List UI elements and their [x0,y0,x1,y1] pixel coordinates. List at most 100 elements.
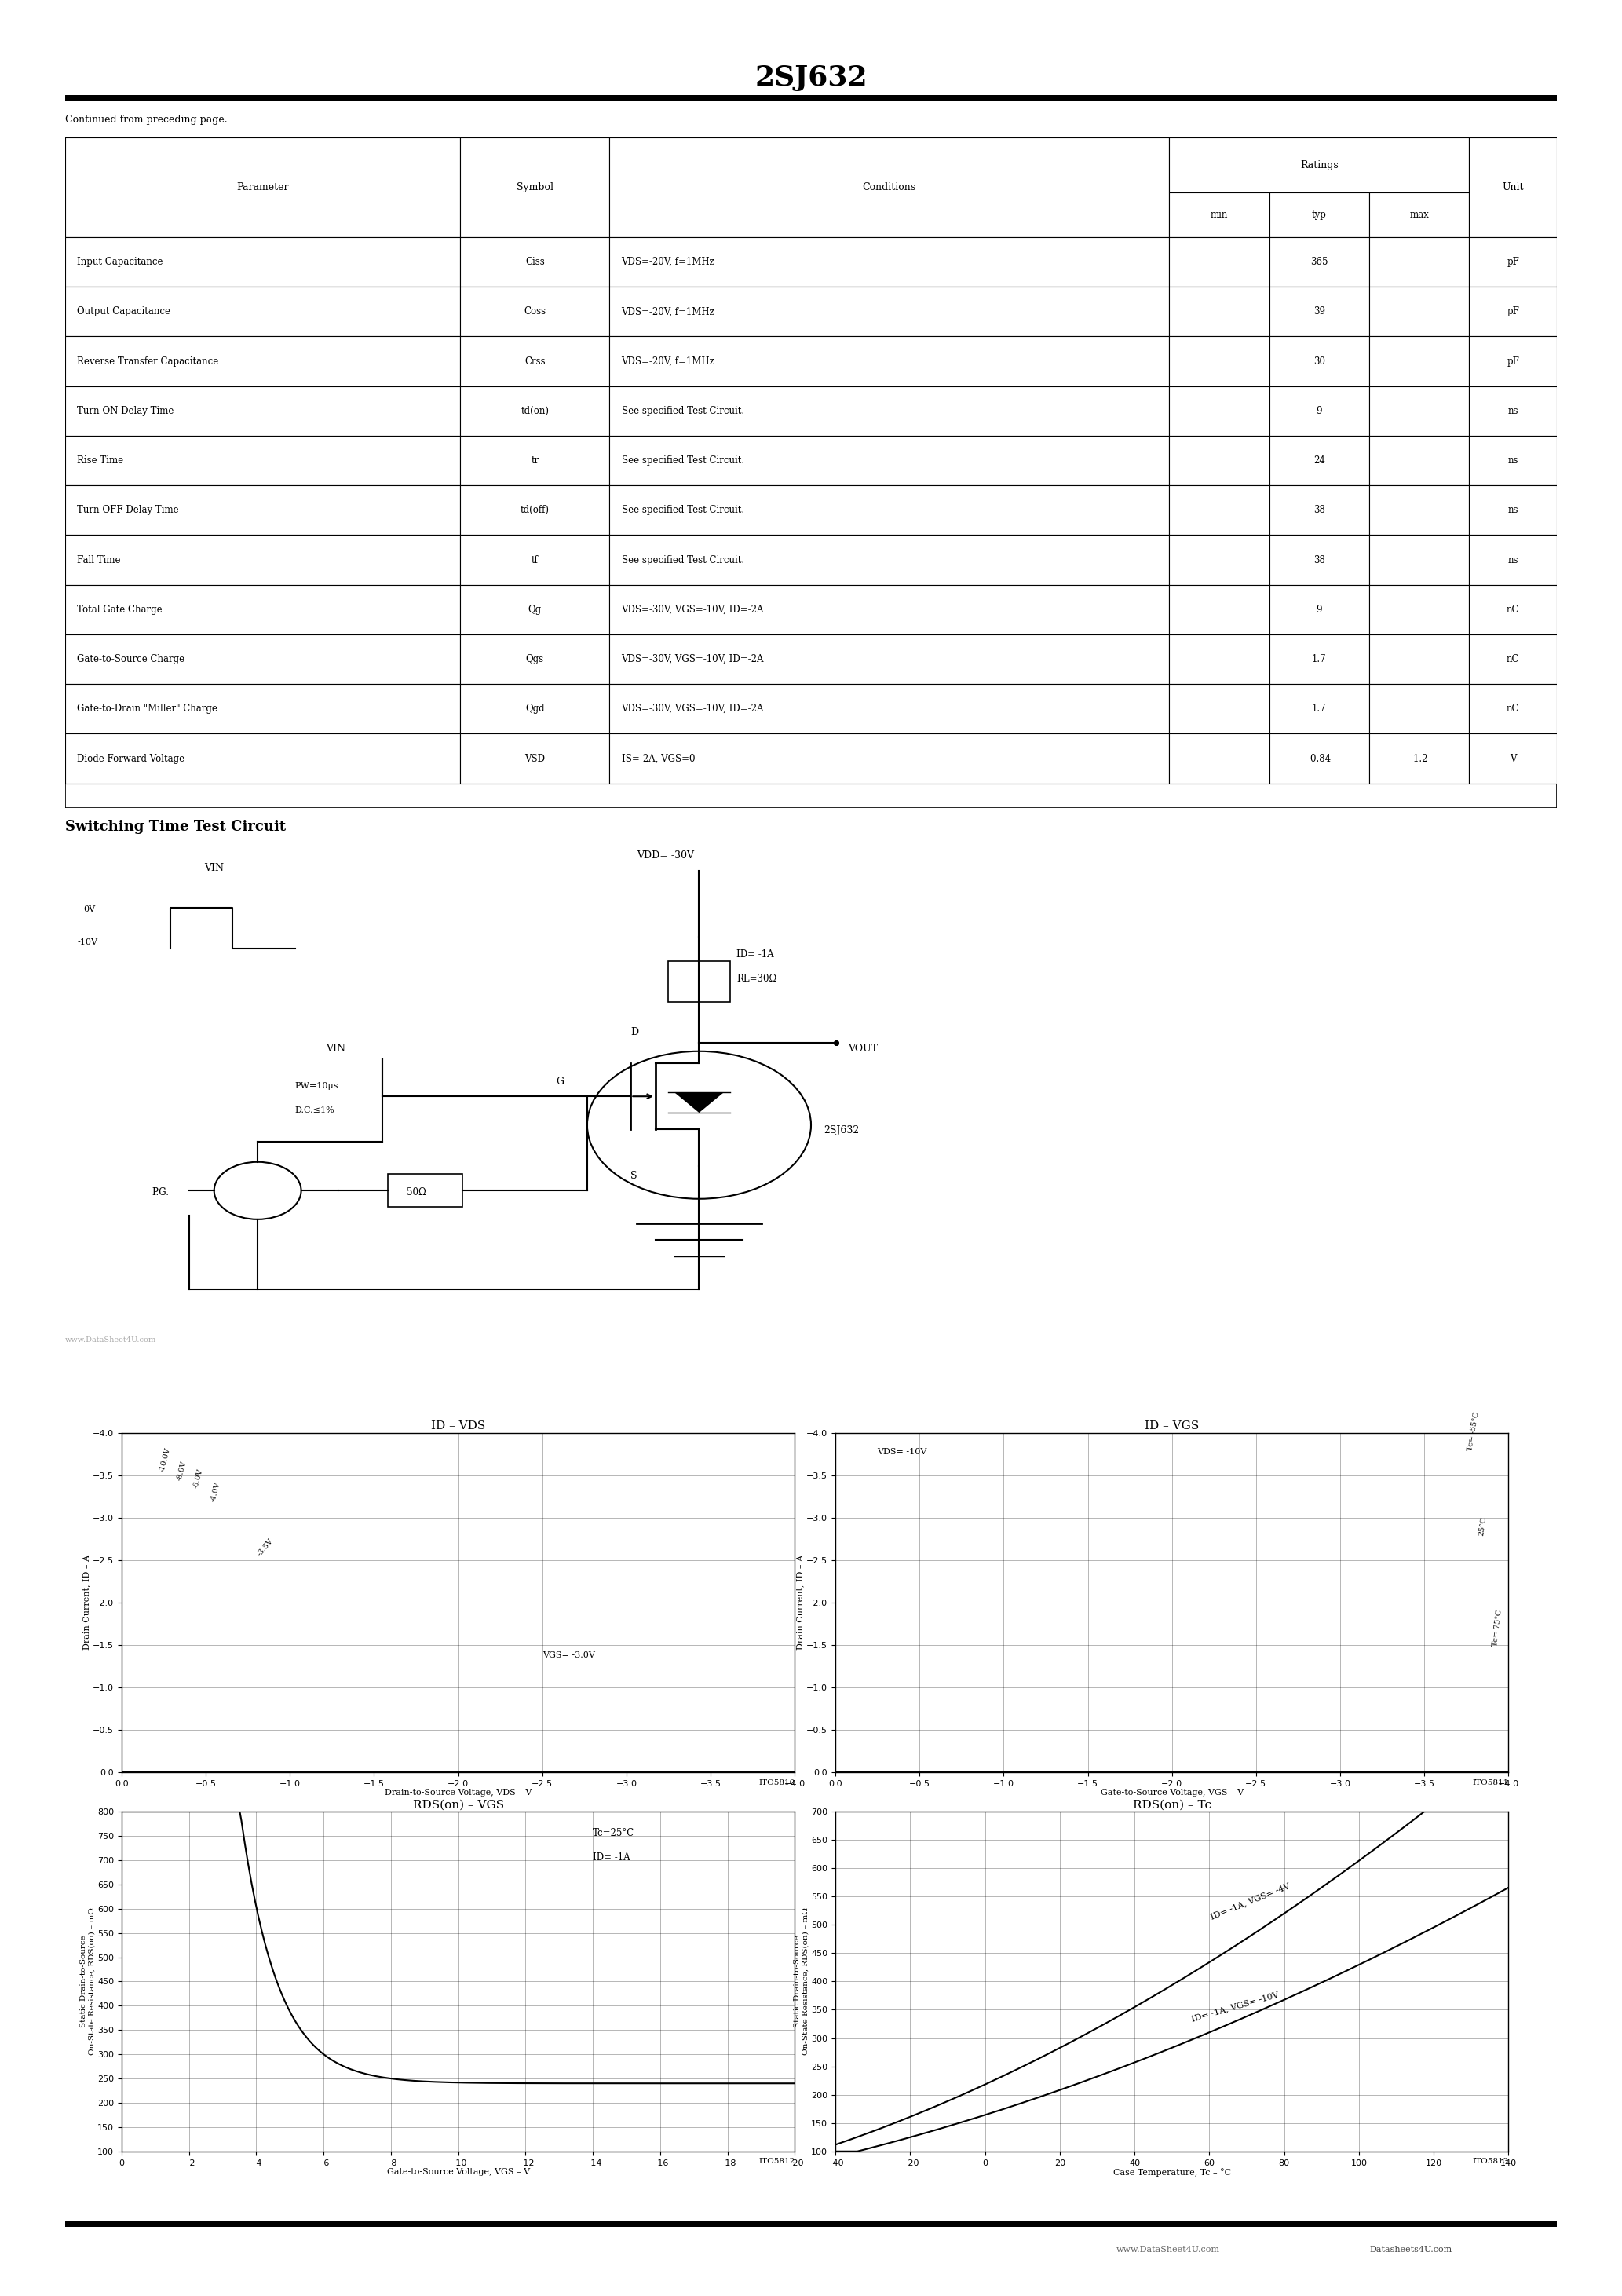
Text: min: min [1210,209,1228,220]
Text: -8.0V: -8.0V [175,1460,188,1481]
Text: tr: tr [530,455,539,466]
Bar [1470,484,1557,535]
Bar [1369,535,1470,585]
Text: 365: 365 [1311,257,1328,266]
Bar [461,484,610,535]
Bar [1470,436,1557,484]
Bar [1268,585,1369,634]
Bar [1169,484,1268,535]
Text: ITO5812: ITO5812 [759,2158,795,2165]
Bar [1268,236,1369,287]
Text: ns: ns [1508,406,1518,416]
Bar [1268,684,1369,735]
Bar [1169,193,1268,236]
Bar [610,735,1169,783]
Text: G: G [556,1077,564,1086]
Text: D: D [631,1026,639,1038]
Text: V: V [1510,753,1517,765]
Text: See specified Test Circuit.: See specified Test Circuit. [621,455,744,466]
Text: Total Gate Charge: Total Gate Charge [76,604,162,615]
Text: VOUT: VOUT [848,1042,878,1054]
Bar [1369,735,1470,783]
Text: Continued from preceding page.: Continued from preceding page. [65,115,227,124]
Text: Qgd: Qgd [526,705,545,714]
Bar [1470,338,1557,386]
Text: Output Capacitance: Output Capacitance [76,305,170,317]
Polygon shape [675,1093,723,1114]
Bar [65,236,461,287]
Bar [1169,684,1268,735]
Text: 38: 38 [1314,505,1325,514]
Bar [610,585,1169,634]
Y-axis label: Drain Current, ID – A: Drain Current, ID – A [83,1554,91,1651]
Bar [1470,138,1557,236]
Text: pF: pF [1507,356,1520,367]
Text: Tc= -55°C: Tc= -55°C [1466,1412,1481,1451]
Bar [461,585,610,634]
Y-axis label: Drain Current, ID – A: Drain Current, ID – A [796,1554,805,1651]
Bar [1169,634,1268,684]
Text: Gate-to-Drain "Miller" Charge: Gate-to-Drain "Miller" Charge [76,705,217,714]
Text: 24: 24 [1314,455,1325,466]
Text: ns: ns [1508,505,1518,514]
Text: -1.2: -1.2 [1410,753,1427,765]
Bar [610,484,1169,535]
Text: Fall Time: Fall Time [76,556,120,565]
Y-axis label: Static Drain-to-Source
On-State Resistance, RDS(on) – mΩ: Static Drain-to-Source On-State Resistan… [793,1908,809,2055]
Text: Ciss: Ciss [526,257,545,266]
Bar [610,634,1169,684]
Text: PW=10μs: PW=10μs [295,1081,339,1091]
Text: ITO5811: ITO5811 [1473,1779,1508,1786]
Text: -6.0V: -6.0V [193,1467,204,1490]
Bar [1169,287,1268,338]
Text: Symbol: Symbol [516,181,553,193]
Text: nC: nC [1507,654,1520,664]
Y-axis label: Static Drain-to-Source
On-State Resistance, RDS(on) – mΩ: Static Drain-to-Source On-State Resistan… [79,1908,96,2055]
Text: VDD= -30V: VDD= -30V [637,852,694,861]
Bar [1369,585,1470,634]
Text: Turn-ON Delay Time: Turn-ON Delay Time [76,406,174,416]
Text: Turn-OFF Delay Time: Turn-OFF Delay Time [76,505,178,514]
Text: -10.0V: -10.0V [159,1446,172,1472]
Text: ID= -1A: ID= -1A [594,1853,631,1862]
Text: ITO5813: ITO5813 [1473,2158,1508,2165]
Bar [1268,386,1369,436]
Bar [461,138,610,236]
X-axis label: Gate-to-Source Voltage, VGS – V: Gate-to-Source Voltage, VGS – V [1100,1789,1244,1798]
Text: max: max [1410,209,1429,220]
Bar [610,535,1169,585]
Text: 30: 30 [1314,356,1325,367]
Text: ID= -1A, VGS= -4V: ID= -1A, VGS= -4V [1210,1880,1291,1922]
Bar [1369,386,1470,436]
Text: VDS=-30V, VGS=-10V, ID=-2A: VDS=-30V, VGS=-10V, ID=-2A [621,654,764,664]
Bar [610,287,1169,338]
Text: Diode Forward Voltage: Diode Forward Voltage [76,753,185,765]
Bar [610,386,1169,436]
Bar [610,138,1169,236]
Bar [461,535,610,585]
Bar [65,287,461,338]
Text: ns: ns [1508,556,1518,565]
Text: -4.0V: -4.0V [209,1481,221,1502]
Bar [388,1173,462,1208]
Bar [1369,436,1470,484]
Bar [610,684,1169,735]
Text: D.C.≤1%: D.C.≤1% [295,1107,334,1114]
Text: See specified Test Circuit.: See specified Test Circuit. [621,406,744,416]
Bar [1268,735,1369,783]
Text: Ratings: Ratings [1299,161,1338,170]
X-axis label: Drain-to-Source Voltage, VDS – V: Drain-to-Source Voltage, VDS – V [384,1789,532,1798]
Text: tf: tf [532,556,539,565]
Text: Reverse Transfer Capacitance: Reverse Transfer Capacitance [76,356,219,367]
Bar [1369,287,1470,338]
Text: VDS= -10V: VDS= -10V [878,1449,928,1456]
Title: RDS(on) – Tc: RDS(on) – Tc [1132,1800,1212,1812]
Text: td(off): td(off) [521,505,550,514]
X-axis label: Case Temperature, Tc – °C: Case Temperature, Tc – °C [1113,2167,1231,2177]
Text: 25°C: 25°C [1478,1515,1487,1536]
Bar [65,684,461,735]
Bar [1169,535,1268,585]
Bar [461,386,610,436]
Title: RDS(on) – VGS: RDS(on) – VGS [412,1800,504,1812]
Bar [1470,634,1557,684]
